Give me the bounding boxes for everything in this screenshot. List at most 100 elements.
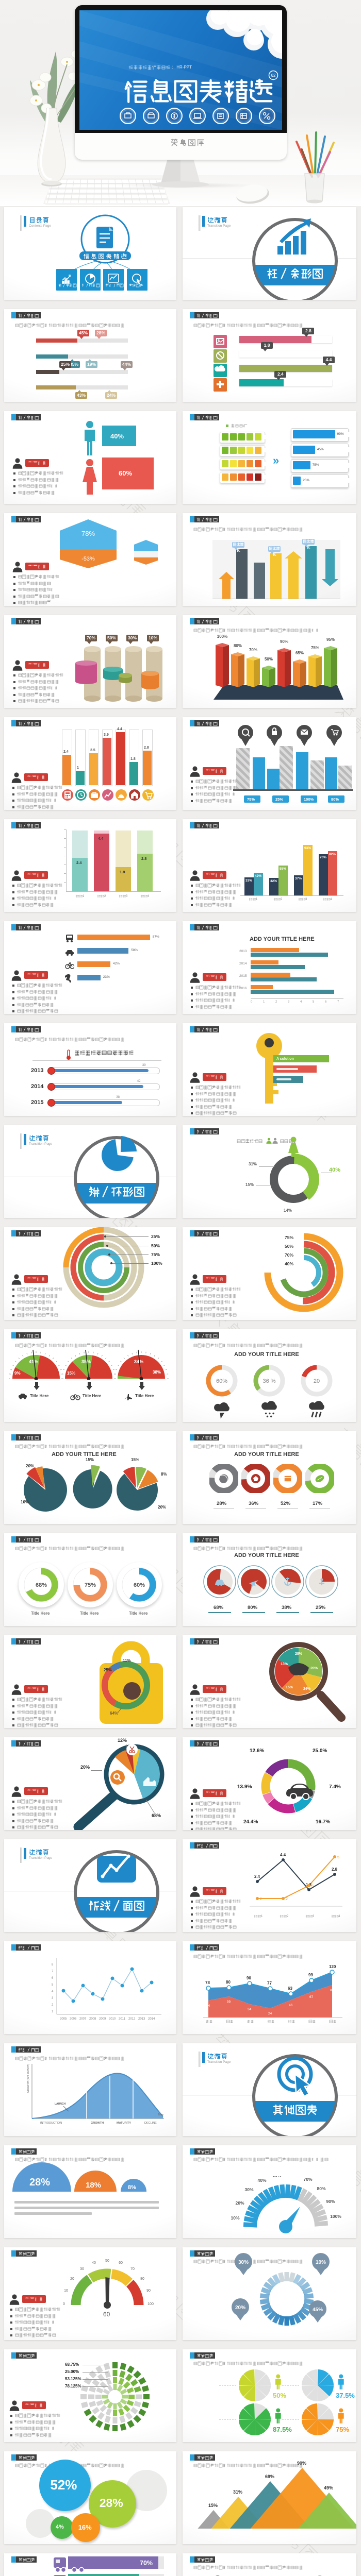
svg-text:90: 90 [146,2289,151,2293]
svg-text:2: 2 [260,1897,262,1901]
svg-text:30%: 30% [244,2187,253,2192]
svg-text:37.5%: 37.5% [336,2392,355,2399]
svg-text:50%: 50% [273,2392,286,2399]
svg-text:70%: 70% [303,2177,312,2182]
svg-text:31%: 31% [233,2489,242,2495]
svg-text:34%: 34% [134,1359,143,1364]
svg-text:80%: 80% [317,2186,325,2191]
svg-text:77: 77 [267,1981,272,1986]
svg-text:7: 7 [52,1970,54,1973]
svg-text:15%: 15% [67,1371,75,1376]
svg-text:DECLINE: DECLINE [144,2122,157,2125]
svg-text:80: 80 [140,2277,144,2281]
svg-text:2011: 2011 [119,2018,126,2021]
svg-text:2013: 2013 [138,2018,145,2021]
svg-text:69%: 69% [265,2474,274,2479]
svg-text:9%: 9% [14,1371,21,1376]
svg-text:2009: 2009 [99,2018,106,2021]
svg-text:63: 63 [288,1986,292,1991]
svg-text:3: 3 [52,1997,54,2000]
svg-text:50%: 50% [272,2176,281,2178]
svg-text:4: 4 [52,1990,54,1993]
svg-text:2: 2 [286,1897,288,1901]
svg-text:5: 5 [337,1856,339,1859]
svg-text:4.4: 4.4 [280,1853,286,1857]
svg-text:49%: 49% [324,2485,333,2490]
svg-text:60: 60 [103,2311,110,2318]
svg-text:20%: 20% [310,1667,318,1670]
svg-text:2005: 2005 [60,2018,67,2021]
svg-text:100%: 100% [217,634,227,639]
svg-text:75%: 75% [85,1582,96,1588]
svg-text:45%: 45% [313,2307,323,2313]
svg-text:60%: 60% [288,2176,297,2177]
svg-text:80%: 80% [234,643,242,648]
svg-text:10%: 10% [231,2215,239,2221]
svg-text:8%: 8% [161,1472,167,1477]
svg-text:34: 34 [248,2008,252,2011]
svg-text:41%: 41% [29,1359,38,1364]
svg-text:2008: 2008 [89,2018,96,2021]
svg-text:-53%: -53% [81,556,95,562]
svg-text:18%: 18% [86,2181,101,2190]
svg-text:78: 78 [205,1980,210,1985]
svg-text:15%: 15% [131,1458,139,1462]
svg-text:55: 55 [227,2000,231,2004]
svg-text:40: 40 [92,2261,96,2265]
svg-text:68%: 68% [36,1582,47,1588]
svg-text:75%: 75% [336,2426,349,2433]
svg-text:120: 120 [329,1964,336,1969]
svg-text:95%: 95% [326,637,335,642]
svg-text:44: 44 [206,2004,210,2008]
svg-text:0: 0 [63,2302,65,2306]
svg-text:60: 60 [119,2261,123,2265]
svg-text:2.8: 2.8 [332,1867,338,1872]
svg-text:2.4: 2.4 [254,1874,260,1879]
svg-text:MATURITY: MATURITY [117,2122,131,2125]
svg-text:2014: 2014 [148,2018,155,2021]
svg-text:15%: 15% [208,2503,218,2508]
svg-text:INTRODUCTION: INTRODUCTION [40,2122,62,2125]
svg-text:50%: 50% [265,657,273,662]
svg-text:20%: 20% [158,1505,166,1510]
svg-text:28%: 28% [295,1652,303,1656]
svg-text:3: 3 [311,1885,314,1888]
svg-text:50: 50 [105,2259,109,2263]
svg-text:24%: 24% [303,1687,311,1691]
svg-text:65%: 65% [296,651,304,655]
svg-text:90%: 90% [280,639,288,644]
svg-text:67: 67 [309,1995,314,1999]
svg-text:100: 100 [147,2302,154,2306]
svg-text:2010: 2010 [109,2018,116,2021]
svg-text:24: 24 [268,2012,272,2015]
svg-text:62: 62 [271,73,276,78]
svg-text:28%: 28% [29,2177,50,2188]
svg-text:46: 46 [289,2004,293,2007]
svg-text:99: 99 [308,1973,313,1977]
svg-text:20%: 20% [235,2200,244,2206]
svg-text:64%: 64% [110,1711,118,1716]
svg-text:36 %: 36 % [262,1378,275,1384]
svg-text:20%: 20% [235,2305,245,2311]
svg-text:84: 84 [330,1989,334,1992]
svg-text:11%: 11% [123,1658,131,1663]
svg-text:30%: 30% [238,2260,249,2265]
svg-text:2006: 2006 [70,2018,77,2021]
svg-text:Time: Time [158,2113,163,2116]
svg-text:10%: 10% [21,1500,29,1504]
svg-text:90: 90 [247,1976,251,1980]
svg-text:38%: 38% [153,1370,161,1375]
svg-text:25%: 25% [104,1668,112,1672]
svg-text:13%: 13% [281,1663,288,1666]
svg-text:2012: 2012 [128,2018,136,2021]
svg-text:90%: 90% [326,2199,335,2204]
svg-text:20: 20 [70,2277,74,2281]
svg-text:87.5%: 87.5% [273,2426,292,2433]
svg-text:8: 8 [52,1963,54,1967]
svg-text:GROWTH (%/2 MONTH): GROWTH (%/2 MONTH) [27,2064,30,2093]
svg-text:15%: 15% [86,1458,94,1462]
svg-text:30: 30 [80,2267,84,2271]
svg-text:35%: 35% [81,1359,91,1364]
svg-text:2: 2 [52,2004,54,2007]
svg-text:80: 80 [226,1980,231,1985]
